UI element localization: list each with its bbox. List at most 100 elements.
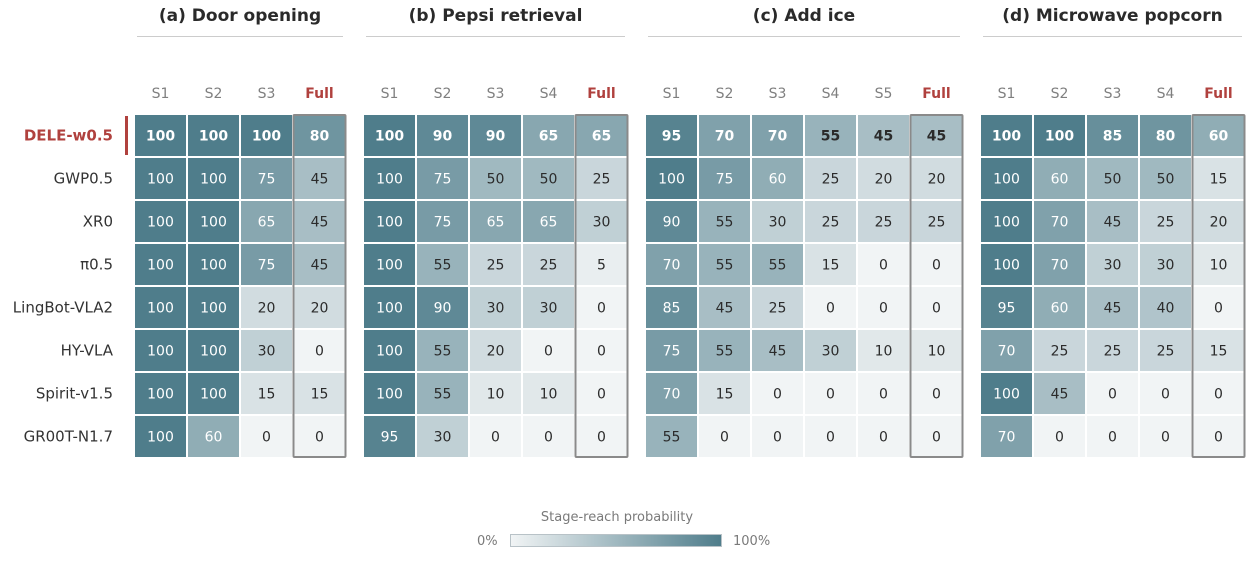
heatmap-cell: [803, 414, 858, 459]
colorbar-legend: Stage-reach probability 0% 100%: [474, 510, 774, 550]
cell-value-label: 100: [993, 258, 1020, 274]
cell-value-label: 45: [1051, 387, 1069, 403]
heatmap-cell: [362, 414, 417, 459]
cell-value-label: 0: [826, 430, 835, 446]
cell-value-label: 100: [200, 301, 227, 317]
heatmap-cell: [697, 156, 752, 201]
row-label: DELE-w0.5: [24, 127, 113, 145]
column-label: Full: [305, 86, 333, 102]
cell-value-label: 75: [258, 172, 276, 188]
cell-value-label: 60: [1051, 301, 1069, 317]
column-label: S2: [434, 86, 452, 102]
heatmap-cell: [697, 242, 752, 287]
cell-value-label: 100: [200, 215, 227, 231]
cell-value-label: 0: [544, 344, 553, 360]
cell-value-label: 50: [1157, 172, 1175, 188]
column-label: S2: [1051, 86, 1069, 102]
panel-title: (a) Door opening: [159, 6, 321, 26]
full-column-outline: [292, 114, 347, 458]
cell-value-label: 100: [146, 129, 175, 145]
heatmap-cell: [644, 371, 699, 416]
row-label: π0.5: [80, 256, 113, 274]
cell-value-label: 55: [821, 129, 840, 145]
full-column-outline: [909, 114, 964, 458]
heatmap-cell: [415, 414, 470, 459]
column-label: S2: [205, 86, 223, 102]
cell-value-label: 0: [1055, 430, 1064, 446]
cell-value-label: 45: [716, 301, 734, 317]
heatmap-cell: [979, 285, 1034, 330]
cell-value-label: 70: [663, 258, 681, 274]
cell-value-label: 45: [769, 344, 787, 360]
column-label: S2: [716, 86, 734, 102]
heatmap-cell: [697, 285, 752, 330]
cell-value-label: 30: [822, 344, 840, 360]
full-column-outline: [574, 114, 629, 458]
cell-value-label: 50: [540, 172, 558, 188]
heatmap-cell: [362, 285, 417, 330]
panel-title: (b) Pepsi retrieval: [409, 6, 583, 26]
cell-value-label: 70: [715, 129, 735, 145]
heatmap-cell: [644, 199, 699, 244]
heatmap-cell: [186, 242, 241, 287]
cell-value-label: 25: [928, 215, 946, 231]
colorbar-title: Stage-reach probability: [540, 510, 694, 525]
cell-value-label: 15: [1210, 172, 1228, 188]
cell-value-label: 100: [376, 215, 403, 231]
cell-value-label: 45: [311, 215, 329, 231]
cell-value-label: 45: [927, 129, 946, 145]
column-label: S3: [487, 86, 505, 102]
cell-value-label: 80: [1156, 129, 1176, 145]
column-label: S3: [769, 86, 787, 102]
cell-value-label: 10: [875, 344, 893, 360]
cell-value-label: 70: [1051, 215, 1069, 231]
cell-value-label: 55: [716, 215, 734, 231]
cell-value-label: 15: [258, 387, 276, 403]
cell-value-label: 100: [375, 129, 404, 145]
panel-title: (c) Add ice: [753, 6, 855, 26]
cell-value-label: 100: [993, 215, 1020, 231]
cell-value-label: 55: [434, 344, 452, 360]
cell-value-label: 95: [998, 301, 1016, 317]
column-label: S4: [540, 86, 558, 102]
heatmap-cell: [803, 113, 858, 158]
heatmap-cell: [521, 414, 576, 459]
cell-value-label: 100: [147, 258, 174, 274]
heatmap-cell: [697, 371, 752, 416]
cell-value-label: 55: [716, 258, 734, 274]
heatmap-cell: [574, 371, 629, 416]
heatmap-cell: [1138, 414, 1193, 459]
cell-value-label: 25: [822, 172, 840, 188]
cell-value-label: 20: [258, 301, 276, 317]
cell-value-label: 50: [1104, 172, 1122, 188]
heatmap-cell: [750, 156, 805, 201]
cell-value-label: 15: [1210, 344, 1228, 360]
column-label: S1: [381, 86, 399, 102]
heatmap-cell: [415, 328, 470, 373]
cell-value-label: 100: [376, 344, 403, 360]
cell-value-label: 0: [826, 301, 835, 317]
cell-value-label: 25: [1157, 344, 1175, 360]
column-label: S4: [822, 86, 840, 102]
cell-value-label: 0: [1214, 430, 1223, 446]
cell-value-label: 95: [381, 430, 399, 446]
cell-value-label: 0: [597, 344, 606, 360]
cell-value-label: 65: [258, 215, 276, 231]
cell-value-label: 100: [992, 129, 1021, 145]
cell-value-label: 100: [200, 172, 227, 188]
cell-value-label: 100: [200, 387, 227, 403]
cell-value-label: 100: [147, 215, 174, 231]
cell-value-label: 65: [487, 215, 505, 231]
cell-value-label: 75: [434, 215, 452, 231]
cell-value-label: 10: [487, 387, 505, 403]
cell-value-label: 0: [879, 387, 888, 403]
heatmap-cell: [979, 328, 1034, 373]
cell-value-label: 100: [376, 301, 403, 317]
cell-value-label: 0: [544, 430, 553, 446]
cell-value-label: 75: [434, 172, 452, 188]
cell-value-label: 0: [597, 387, 606, 403]
cell-value-label: 55: [716, 344, 734, 360]
heatmap-cell: [1138, 113, 1193, 158]
cell-value-label: 25: [1157, 215, 1175, 231]
cell-value-label: 75: [716, 172, 734, 188]
